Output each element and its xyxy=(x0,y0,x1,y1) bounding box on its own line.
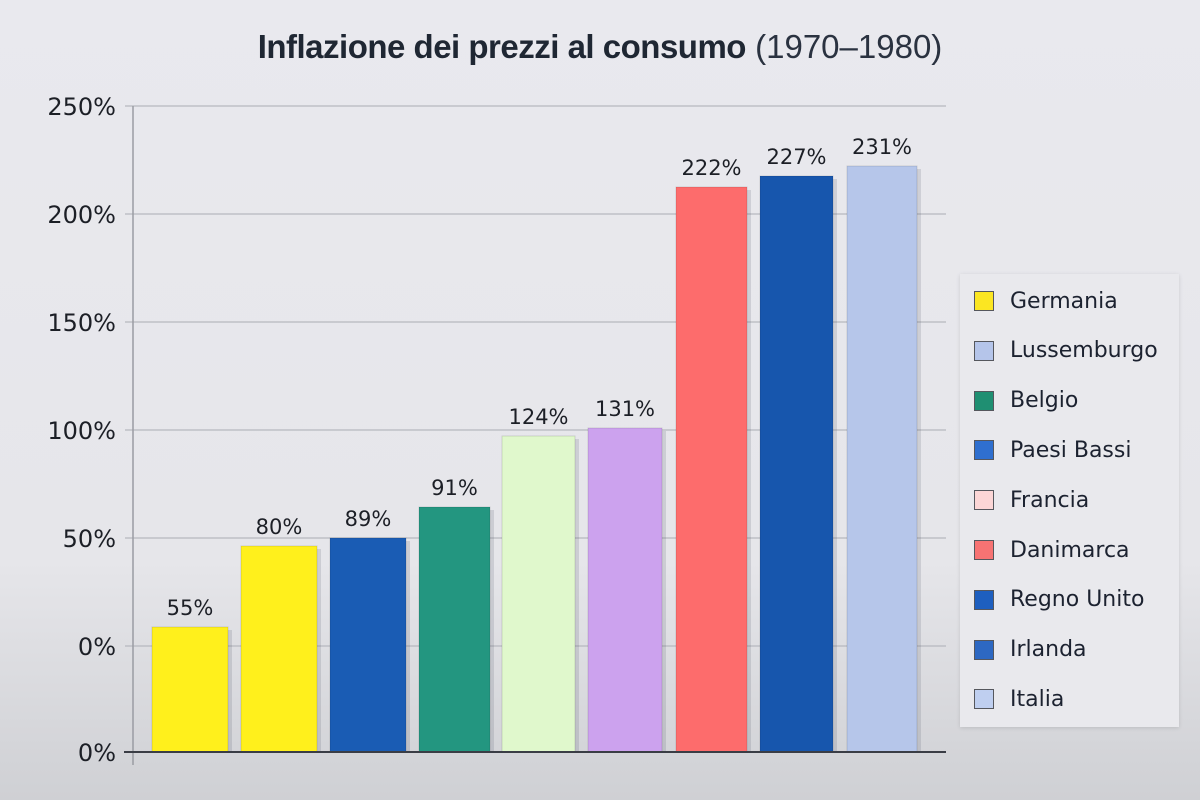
data-label: 91% xyxy=(431,476,478,500)
data-label: 80% xyxy=(256,515,303,539)
legend-label: Belgio xyxy=(1010,388,1079,414)
legend-swatch xyxy=(974,291,994,311)
data-label: 222% xyxy=(681,156,741,180)
legend-label: Francia xyxy=(1010,487,1090,513)
data-label: 89% xyxy=(345,507,392,531)
legend-swatch xyxy=(974,639,994,660)
legend-swatch xyxy=(974,490,994,511)
y-tick-label: 150% xyxy=(47,309,116,337)
legend-label: Paesi Bassi xyxy=(1010,437,1132,463)
legend-item: Francia xyxy=(974,485,1089,515)
legend-label: Danimarca xyxy=(1010,537,1130,563)
bars xyxy=(151,165,921,753)
legend-item: Belgio xyxy=(974,386,1078,416)
legend-swatch xyxy=(974,440,994,461)
legend-item: Germania xyxy=(974,286,1118,316)
bar-irlanda xyxy=(759,175,834,753)
legend-item: Danimarca xyxy=(974,535,1130,565)
legend-swatch xyxy=(974,340,994,361)
y-tick-label: 0% xyxy=(78,739,116,767)
y-tick-label: 50% xyxy=(63,525,116,553)
data-label: 55% xyxy=(167,596,214,620)
data-label: 131% xyxy=(595,397,655,421)
legend-swatch xyxy=(974,540,994,560)
data-labels: 55% 80% 89% 91% 124% 131% 222% 227% 231% xyxy=(167,135,912,620)
data-label: 227% xyxy=(766,145,826,169)
legend-swatch xyxy=(974,390,994,411)
bar-danimarca xyxy=(587,427,663,753)
legend-item: Regno Unito xyxy=(974,585,1144,615)
y-tick-label: 100% xyxy=(47,417,116,445)
chart-title: Inflazione dei prezzi al consumo (1970–1… xyxy=(0,28,1200,66)
legend: Germania Lussemburgo Belgio Paesi Bassi Fran… xyxy=(960,274,1179,727)
y-tick-label: 250% xyxy=(47,93,116,121)
bar-lussemburgo xyxy=(240,545,318,753)
legend-item: Paesi Bassi xyxy=(974,435,1131,465)
y-axis-ticks: 250% 200% 150% 100% 50% 0% 0% xyxy=(47,93,116,767)
bar-paesi-bassi xyxy=(418,506,491,753)
chart-subtitle: (1970–1980) xyxy=(755,28,943,65)
bar-germania xyxy=(151,626,229,753)
bar-belgio xyxy=(329,537,407,753)
bar-regno-unito xyxy=(675,186,748,753)
chart-title-main: Inflazione dei prezzi al consumo xyxy=(257,28,747,65)
legend-label: Italia xyxy=(1010,686,1065,712)
legend-item: Italia xyxy=(974,684,1064,714)
y-tick-label: 0% xyxy=(78,633,116,661)
legend-label: Irlanda xyxy=(1010,637,1087,663)
legend-swatch xyxy=(974,689,994,710)
y-tick-label: 200% xyxy=(47,201,116,229)
legend-item: Irlanda xyxy=(974,635,1087,665)
data-label: 231% xyxy=(852,135,912,159)
bar-italia xyxy=(846,165,918,753)
legend-label: Germania xyxy=(1010,288,1118,314)
legend-label: Lussemburgo xyxy=(1010,338,1158,364)
legend-swatch xyxy=(974,589,994,610)
legend-item: Lussemburgo xyxy=(974,336,1158,366)
legend-label: Regno Unito xyxy=(1010,587,1145,613)
bar-francia xyxy=(501,435,576,753)
data-label: 124% xyxy=(508,405,568,429)
